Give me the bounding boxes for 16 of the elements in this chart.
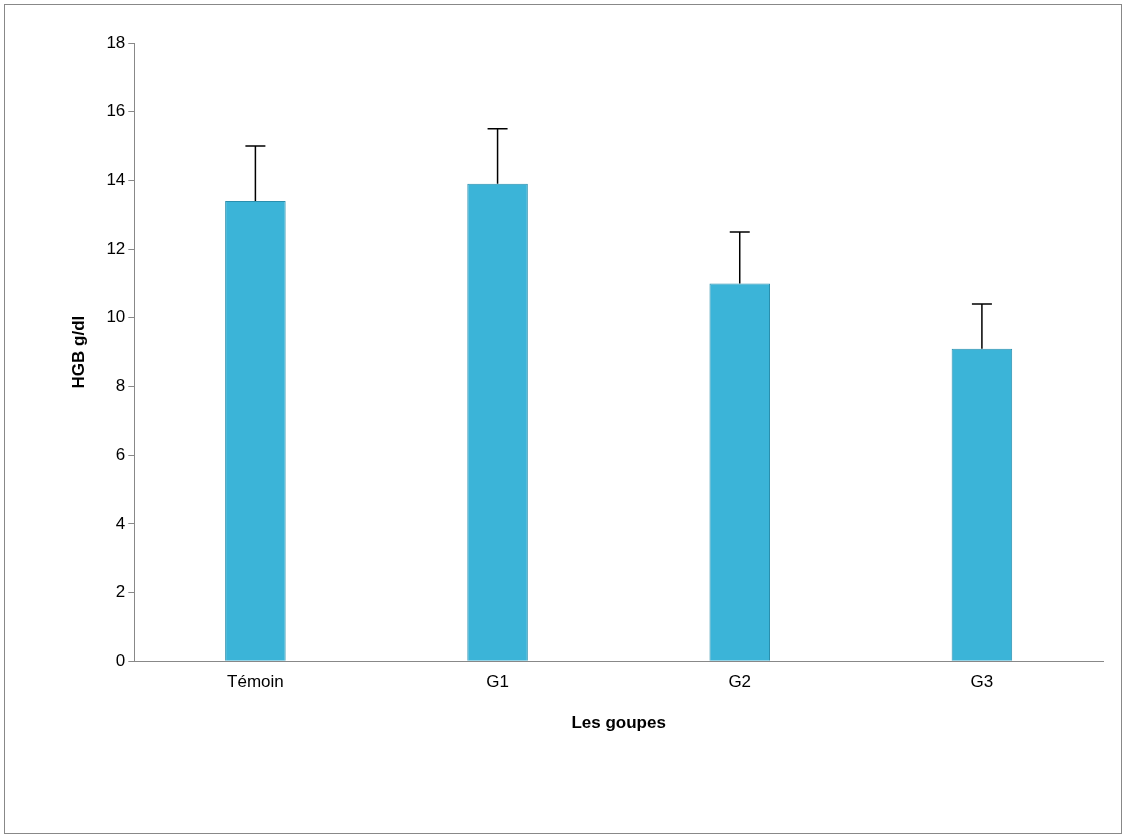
y-axis-title: HGB g/dl xyxy=(68,315,88,389)
y-tick-label: 14 xyxy=(106,170,126,190)
x-tick-label: G2 xyxy=(728,672,752,692)
x-axis-title: Les goupes xyxy=(571,713,666,733)
x-tick-label: Témoin xyxy=(227,672,284,692)
y-tick-label: 18 xyxy=(106,32,126,52)
y-tick-label: 16 xyxy=(106,101,126,121)
y-tick-label: 12 xyxy=(106,238,126,258)
y-tick-label: 6 xyxy=(115,444,126,464)
y-tick-label: 8 xyxy=(115,376,126,396)
y-tick-label: 2 xyxy=(115,582,126,602)
x-tick-label: G1 xyxy=(486,672,509,692)
y-tick-label: 0 xyxy=(115,650,126,670)
y-tick-label: 4 xyxy=(115,513,126,533)
y-tick-label: 10 xyxy=(106,307,126,327)
x-tick-label: G3 xyxy=(970,672,994,692)
